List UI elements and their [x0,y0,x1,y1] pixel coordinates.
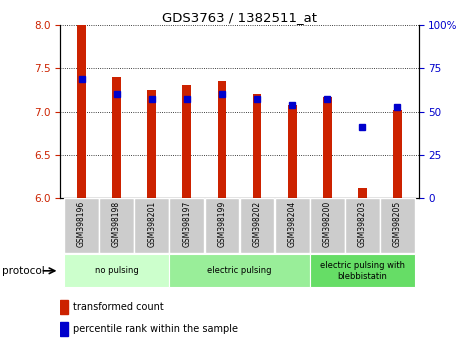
FancyBboxPatch shape [380,198,415,253]
Text: percentile rank within the sample: percentile rank within the sample [73,324,238,334]
Bar [182,86,191,198]
FancyBboxPatch shape [169,198,204,253]
FancyBboxPatch shape [64,254,169,287]
Title: GDS3763 / 1382511_at: GDS3763 / 1382511_at [162,11,317,24]
Text: transformed count: transformed count [73,302,164,312]
FancyBboxPatch shape [310,198,345,253]
Text: GSM398199: GSM398199 [218,201,226,247]
Bar [252,94,261,198]
FancyBboxPatch shape [169,254,310,287]
Text: GSM398196: GSM398196 [77,201,86,247]
Bar [218,81,226,198]
Bar [323,97,332,198]
FancyBboxPatch shape [205,198,239,253]
FancyBboxPatch shape [239,198,274,253]
FancyBboxPatch shape [64,198,99,253]
Bar [288,104,297,198]
Text: GSM398203: GSM398203 [358,201,367,247]
Text: GSM398205: GSM398205 [393,201,402,247]
Bar [60,322,68,336]
FancyBboxPatch shape [99,198,134,253]
Bar [60,300,68,314]
Bar [77,25,86,198]
FancyBboxPatch shape [310,254,415,287]
Bar [147,90,156,198]
Text: no pulsing: no pulsing [95,266,139,275]
FancyBboxPatch shape [275,198,310,253]
Text: GSM398198: GSM398198 [112,201,121,247]
Text: electric pulsing with
blebbistatin: electric pulsing with blebbistatin [320,261,405,280]
Text: GSM398197: GSM398197 [182,201,191,247]
Text: electric pulsing: electric pulsing [207,266,272,275]
Text: GSM398204: GSM398204 [288,201,297,247]
Text: GSM398200: GSM398200 [323,201,332,247]
Bar [393,110,402,198]
Text: GSM398201: GSM398201 [147,201,156,247]
Text: GSM398202: GSM398202 [252,201,261,247]
Bar [358,188,367,198]
FancyBboxPatch shape [345,198,380,253]
Text: protocol: protocol [2,266,45,276]
FancyBboxPatch shape [134,198,169,253]
Bar [112,77,121,198]
